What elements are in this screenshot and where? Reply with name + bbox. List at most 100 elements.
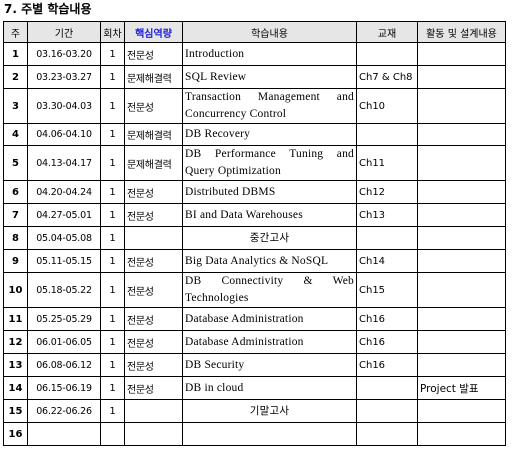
week-cell: 16	[3, 422, 28, 446]
sessions-cell: 1	[100, 88, 125, 124]
content-cell: DB Recovery	[182, 123, 357, 146]
activities-header: 활동 및 설계내용	[417, 21, 506, 43]
activity-cell	[417, 180, 506, 204]
activity-cell	[417, 249, 506, 273]
textbook-cell: Ch14	[356, 249, 418, 273]
competency-cell: 전문성	[124, 42, 183, 66]
competency-cell: 문제해결력	[124, 123, 183, 146]
week-cell: 11	[3, 307, 28, 331]
period-cell: 03.16-03.20	[27, 42, 101, 66]
competency-cell: 전문성	[124, 330, 183, 354]
content-cell: DB Performance Tuning and Query Optimiza…	[182, 145, 357, 181]
section-title: 7. 주별 학습내용	[4, 2, 92, 16]
period-cell: 04.27-05.01	[27, 203, 101, 227]
activity-cell	[417, 399, 506, 423]
table-row: 13 06.08-06.12 1 전문성 DB Security Ch16	[3, 353, 506, 377]
sessions-cell: 1	[100, 307, 125, 331]
content-header: 학습내용	[182, 21, 357, 43]
competency-cell: 문제해결력	[124, 145, 183, 181]
week-cell: 4	[3, 123, 28, 146]
sessions-header: 회차	[100, 21, 125, 43]
sessions-cell: 1	[100, 123, 125, 146]
table-row: 3 03.30-04.03 1 전문성 Transaction Management a…	[3, 88, 506, 124]
table-row: 2 03.23-03.27 1 문제해결력 SQL Review Ch7 & Ch8	[3, 65, 506, 89]
period-cell: 04.06-04.10	[27, 123, 101, 146]
week-cell: 9	[3, 249, 28, 273]
table-row: 15 06.22-06.26 1 기말고사	[3, 399, 506, 423]
sessions-cell: 1	[100, 65, 125, 89]
competency-cell	[124, 399, 183, 423]
content-cell: 중간고사	[182, 226, 357, 250]
period-cell: 03.30-04.03	[27, 88, 101, 124]
textbook-cell: Ch12	[356, 180, 418, 204]
period-cell	[27, 422, 101, 446]
table-row: 8 05.04-05.08 1 중간고사	[3, 226, 506, 250]
activity-cell	[417, 203, 506, 227]
period-cell: 06.22-06.26	[27, 399, 101, 423]
week-cell: 7	[3, 203, 28, 227]
week-cell: 1	[3, 42, 28, 66]
sessions-cell: 1	[100, 272, 125, 308]
competency-cell: 전문성	[124, 88, 183, 124]
content-cell: Transaction Management and Concurrency C…	[182, 88, 357, 124]
sessions-cell: 1	[100, 353, 125, 377]
sessions-cell: 1	[100, 249, 125, 273]
activity-cell: Project 발표	[417, 376, 506, 400]
table-row: 14 06.15-06.19 1 전문성 DB in cloud Project 발표	[3, 376, 506, 400]
activity-cell	[417, 88, 506, 124]
activity-cell	[417, 330, 506, 354]
content-cell: Database Administration	[182, 330, 357, 354]
textbook-cell: Ch16	[356, 307, 418, 331]
sessions-cell: 1	[100, 226, 125, 250]
textbook-cell: Ch11	[356, 145, 418, 181]
activity-cell	[417, 226, 506, 250]
content-cell: 기말고사	[182, 399, 357, 423]
activity-cell	[417, 272, 506, 308]
content-cell: Database Administration	[182, 307, 357, 331]
week-cell: 3	[3, 88, 28, 124]
table-row: 11 05.25-05.29 1 전문성 Database Administration…	[3, 307, 506, 331]
week-header: 주	[3, 21, 28, 43]
competency-cell: 전문성	[124, 307, 183, 331]
week-cell: 14	[3, 376, 28, 400]
table-row: 4 04.06-04.10 1 문제해결력 DB Recovery	[3, 123, 506, 146]
period-cell: 05.18-05.22	[27, 272, 101, 308]
content-cell: DB Security	[182, 353, 357, 377]
content-cell: Introduction	[182, 42, 357, 66]
week-cell: 6	[3, 180, 28, 204]
period-cell: 05.11-05.15	[27, 249, 101, 273]
textbook-cell: Ch7 & Ch8	[356, 65, 418, 89]
table-body: 1 03.16-03.20 1 전문성 Introduction 2 03.23-03.27…	[3, 42, 506, 446]
content-cell: BI and Data Warehouses	[182, 203, 357, 227]
period-cell: 04.13-04.17	[27, 145, 101, 181]
content-cell: Distributed DBMS	[182, 180, 357, 204]
textbook-cell: Ch13	[356, 203, 418, 227]
competency-cell: 전문성	[124, 376, 183, 400]
textbook-header: 교재	[356, 21, 418, 43]
textbook-cell: Ch15	[356, 272, 418, 308]
core-competency-header: 핵심역량	[124, 21, 183, 43]
activity-cell	[417, 307, 506, 331]
sessions-cell: 1	[100, 180, 125, 204]
period-cell: 06.08-06.12	[27, 353, 101, 377]
textbook-cell: Ch16	[356, 330, 418, 354]
table-row: 12 06.01-06.05 1 전문성 Database Administration…	[3, 330, 506, 354]
competency-cell: 전문성	[124, 249, 183, 273]
sessions-cell: 1	[100, 399, 125, 423]
competency-cell: 문제해결력	[124, 65, 183, 89]
week-cell: 2	[3, 65, 28, 89]
content-cell	[182, 422, 357, 446]
table-row: 1 03.16-03.20 1 전문성 Introduction	[3, 42, 506, 66]
table-row: 6 04.20-04.24 1 전문성 Distributed DBMS Ch12	[3, 180, 506, 204]
competency-cell: 전문성	[124, 272, 183, 308]
week-cell: 12	[3, 330, 28, 354]
textbook-cell	[356, 226, 418, 250]
period-cell: 05.25-05.29	[27, 307, 101, 331]
week-cell: 13	[3, 353, 28, 377]
content-cell: DB Connectivity & Web Technologies	[182, 272, 357, 308]
table-row: 9 05.11-05.15 1 전문성 Big Data Analytics & NoS…	[3, 249, 506, 273]
activity-cell	[417, 353, 506, 377]
competency-cell: 전문성	[124, 353, 183, 377]
weekly-schedule-table: 주 기간 회차 핵심역량 학습내용 교재 활동 및 설계내용 1 03.16-03…	[3, 21, 506, 446]
activity-cell	[417, 123, 506, 146]
